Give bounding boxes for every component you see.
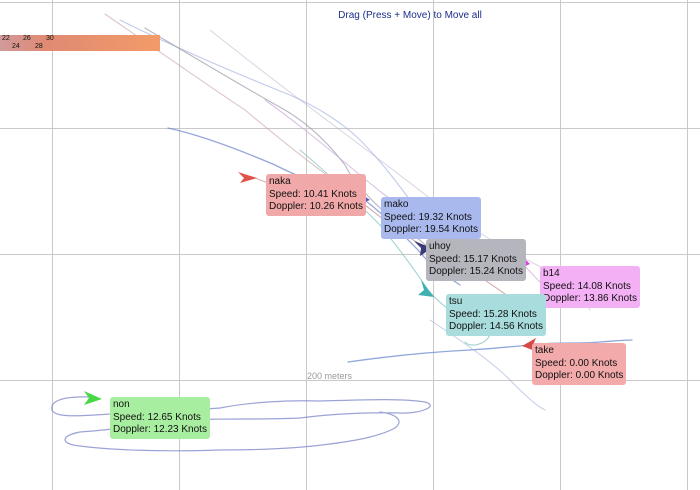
boat-label-naka[interactable]: naka Speed: 10.41 Knots Doppler: 10.26 K… — [266, 174, 366, 216]
boat-label-mako[interactable]: mako Speed: 19.32 Knots Doppler: 19.54 K… — [381, 197, 481, 239]
boat-name: uhoy — [429, 241, 451, 252]
boat-speed: Speed: 15.28 Knots — [449, 308, 537, 320]
boat-label-tsu[interactable]: tsu Speed: 15.28 Knots Doppler: 14.56 Kn… — [446, 294, 546, 336]
boat-doppler: Doppler: 0.00 Knots — [535, 370, 624, 381]
boat-doppler: Doppler: 12.23 Knots — [113, 424, 207, 435]
arrow-uhoy-icon — [414, 241, 432, 256]
boat-speed: Speed: 0.00 Knots — [535, 357, 618, 369]
boat-label-b14[interactable]: b14 Speed: 14.08 Knots Doppler: 13.86 Kn… — [540, 266, 640, 308]
boat-name: take — [535, 345, 554, 356]
speed-scale-tick: 24 — [12, 43, 20, 50]
boat-doppler: Doppler: 13.86 Knots — [543, 293, 637, 304]
boat-name: non — [113, 399, 130, 410]
boat-speed: Speed: 10.41 Knots — [269, 188, 357, 200]
speed-color-scale: 22 24 26 28 30 — [0, 35, 160, 51]
boat-name: mako — [384, 199, 409, 210]
speed-scale-tick: 26 — [23, 35, 31, 42]
boat-doppler: Doppler: 15.24 Knots — [429, 266, 523, 277]
speed-scale-tick: 28 — [35, 43, 43, 50]
drag-instruction: Drag (Press + Move) to Move all — [338, 10, 482, 21]
arrow-naka-icon — [238, 172, 257, 183]
boat-speed: Speed: 15.17 Knots — [429, 253, 517, 265]
arrow-non-icon — [84, 391, 102, 405]
speed-scale-tick: 30 — [46, 35, 54, 42]
distance-scale-label: 200 meters — [307, 371, 353, 381]
boat-speed: Speed: 19.32 Knots — [384, 211, 472, 223]
boat-doppler: Doppler: 19.54 Knots — [384, 224, 478, 235]
boat-name: naka — [269, 176, 291, 187]
boat-speed: Speed: 14.08 Knots — [543, 280, 631, 292]
boat-label-take[interactable]: take Speed: 0.00 Knots Doppler: 0.00 Kno… — [532, 343, 627, 385]
speed-scale-tick: 22 — [2, 35, 10, 42]
arrow-tsu-icon — [418, 280, 434, 297]
boat-doppler: Doppler: 14.56 Knots — [449, 321, 543, 332]
boat-label-non[interactable]: non Speed: 12.65 Knots Doppler: 12.23 Kn… — [110, 397, 210, 439]
boat-label-uhoy[interactable]: uhoy Speed: 15.17 Knots Doppler: 15.24 K… — [426, 239, 526, 281]
boat-speed: Speed: 12.65 Knots — [113, 411, 201, 423]
boat-name: b14 — [543, 268, 560, 279]
boat-doppler: Doppler: 10.26 Knots — [269, 201, 363, 212]
boat-name: tsu — [449, 296, 463, 307]
